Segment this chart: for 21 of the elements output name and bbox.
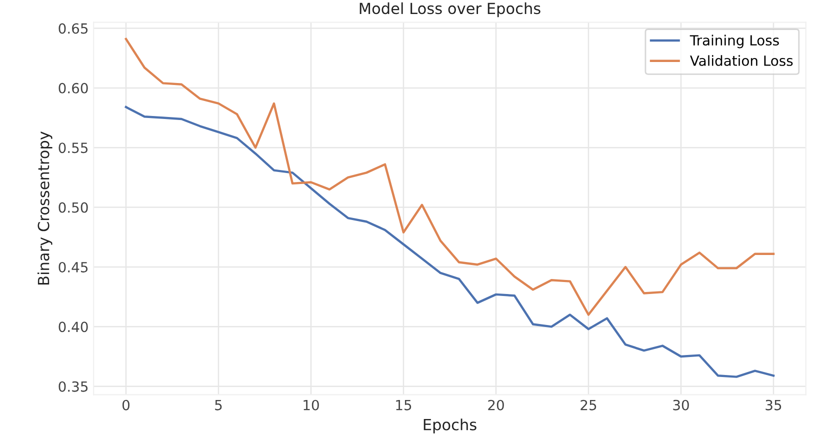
x-tick-label: 0 bbox=[122, 400, 130, 410]
x-tick-label: 25 bbox=[580, 400, 596, 410]
y-tick-label: 0.60 bbox=[58, 82, 88, 94]
line-series bbox=[124, 106, 775, 378]
y-tick-label: 0.40 bbox=[58, 322, 88, 332]
legend-label: Validation Loss bbox=[690, 55, 793, 66]
y-tick-label: 0.45 bbox=[58, 262, 88, 272]
x-tick-label: 20 bbox=[488, 400, 504, 410]
y-tick-label: 0.35 bbox=[58, 381, 88, 392]
x-tick-label: 35 bbox=[766, 400, 782, 410]
y-tick-label: 0.55 bbox=[58, 142, 88, 154]
y-tick-label: 0.50 bbox=[58, 202, 88, 213]
chart-title: Model Loss over Epochs bbox=[360, 2, 540, 18]
x-tick-label: 15 bbox=[396, 400, 412, 410]
y-axis-title: Binary Crossentropy bbox=[37, 132, 52, 284]
x-tick-label: 10 bbox=[304, 400, 319, 410]
y-tick-label: 0.65 bbox=[58, 23, 88, 34]
x-tick-label: 5 bbox=[215, 400, 222, 410]
legend-label: Training Loss bbox=[690, 34, 779, 48]
x-tick-label: 30 bbox=[673, 400, 689, 410]
x-axis-title: Epochs bbox=[424, 418, 476, 434]
